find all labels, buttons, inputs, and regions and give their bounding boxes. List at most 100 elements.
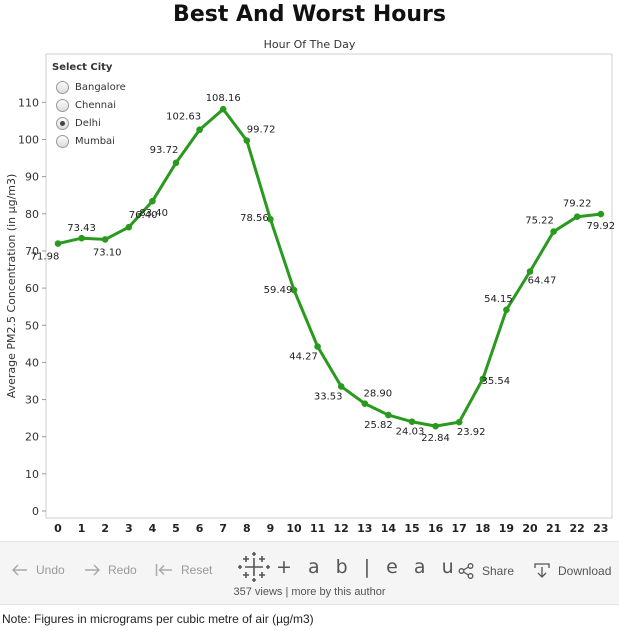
- y-tick-label: 50: [25, 319, 39, 332]
- data-point: [243, 137, 251, 144]
- data-label: 54.15: [484, 294, 513, 305]
- data-point: [54, 240, 62, 247]
- city-option-mumbai[interactable]: Mumbai: [52, 132, 126, 150]
- x-tick-label: 11: [310, 522, 325, 535]
- x-tick-label: 21: [546, 522, 561, 535]
- reset-label: Reset: [181, 563, 213, 577]
- radio-icon[interactable]: [56, 134, 69, 148]
- data-label: 76.40: [129, 210, 158, 221]
- y-tick-label: 10: [25, 468, 39, 481]
- tableau-toolbar: Undo Redo Reset + a b | e a u 357 views …: [0, 541, 619, 605]
- x-axis-title: Hour Of The Day: [263, 38, 356, 51]
- city-filter: Select City Bangalore Chennai Delhi Mumb…: [52, 62, 126, 150]
- x-tick-label: 13: [357, 522, 372, 535]
- data-point: [78, 234, 85, 242]
- data-label: 25.82: [364, 420, 393, 431]
- share-label: Share: [482, 564, 515, 578]
- data-point: [196, 126, 203, 134]
- x-tick-label: 10: [286, 522, 302, 535]
- y-tick-label: 70: [25, 245, 39, 258]
- data-label: 59.49: [264, 285, 293, 296]
- data-label: 24.03: [396, 427, 425, 438]
- x-tick-label: 14: [381, 522, 397, 535]
- share-button[interactable]: Share: [458, 563, 514, 579]
- tableau-wordmark: + a b | e a u: [276, 556, 459, 578]
- footnote: Note: Figures in micrograms per cubic me…: [2, 612, 314, 626]
- y-tick-label: 40: [25, 356, 39, 369]
- data-label: 22.84: [421, 433, 450, 444]
- y-tick-label: 90: [25, 171, 39, 184]
- data-label: 79.92: [586, 221, 615, 232]
- data-label: 71.98: [31, 252, 60, 263]
- x-tick-label: 7: [219, 522, 227, 535]
- reset-icon: [155, 564, 172, 576]
- data-label: 33.53: [314, 391, 343, 402]
- series-line-delhi: [57, 107, 601, 428]
- data-point: [172, 159, 180, 167]
- redo-arrow-icon: [85, 564, 100, 576]
- data-point: [408, 418, 416, 426]
- x-tick-label: 19: [499, 522, 514, 535]
- data-label: 73.10: [93, 247, 122, 258]
- radio-icon[interactable]: [56, 80, 69, 94]
- city-option-bangalore[interactable]: Bangalore: [52, 78, 126, 96]
- y-tick-label: 60: [25, 282, 39, 295]
- data-point: [314, 343, 321, 350]
- city-option-chennai[interactable]: Chennai: [52, 96, 126, 114]
- data-point: [101, 236, 109, 243]
- radio-icon[interactable]: [56, 98, 69, 112]
- undo-arrow-icon: [12, 564, 27, 576]
- download-label: Download: [558, 564, 612, 578]
- city-option-label: Chennai: [75, 99, 117, 111]
- y-axis-title: Average PM2.5 Concentration (in µg/m3): [5, 174, 18, 399]
- undo-button[interactable]: Undo: [12, 563, 65, 577]
- x-tick-label: 9: [267, 522, 275, 535]
- redo-button[interactable]: Redo: [84, 563, 137, 577]
- x-tick-label: 18: [475, 522, 490, 535]
- undo-label: Undo: [36, 563, 65, 577]
- data-point: [267, 215, 274, 223]
- x-tick-label: 20: [522, 522, 538, 535]
- chart-title: Best And Worst Hours: [173, 2, 446, 27]
- y-tick-label: 30: [25, 394, 39, 407]
- data-label: 44.27: [289, 352, 318, 363]
- data-label: 73.43: [67, 223, 96, 234]
- data-point: [149, 197, 156, 205]
- data-point: [385, 411, 392, 419]
- city-option-delhi[interactable]: Delhi: [52, 114, 126, 132]
- data-label: 78.56: [240, 213, 269, 224]
- city-filter-title: Select City: [52, 62, 113, 73]
- x-tick-label: 12: [334, 522, 349, 535]
- data-label: 99.72: [247, 125, 276, 136]
- tableau-logo[interactable]: + a b | e a u: [238, 552, 459, 582]
- data-point: [479, 375, 487, 383]
- data-label: 75.22: [525, 216, 554, 227]
- data-point: [219, 105, 227, 113]
- data-label: 83.40: [139, 208, 168, 219]
- x-tick-label: 22: [570, 522, 585, 535]
- download-icon: [534, 563, 550, 578]
- views-count[interactable]: 357 views | more by this author: [233, 586, 386, 598]
- city-option-label: Delhi: [75, 117, 101, 129]
- y-tick-label: 20: [25, 431, 39, 444]
- download-button[interactable]: Download: [534, 563, 611, 579]
- x-tick-label: 8: [243, 522, 251, 535]
- data-label: 108.16: [206, 93, 241, 104]
- data-point: [573, 213, 581, 220]
- data-point: [597, 210, 605, 218]
- data-point: [125, 223, 133, 231]
- y-tick-label: 0: [32, 505, 39, 518]
- city-option-label: Mumbai: [75, 135, 115, 147]
- data-point: [503, 306, 510, 314]
- y-tick-label: 80: [25, 208, 39, 221]
- radio-selected-icon[interactable]: [56, 116, 69, 130]
- x-tick-label: 6: [196, 522, 204, 535]
- reset-button[interactable]: Reset: [155, 563, 212, 577]
- x-tick-label: 23: [593, 522, 608, 535]
- data-point: [455, 418, 463, 426]
- x-tick-label: 1: [78, 522, 86, 535]
- x-tick-label: 3: [125, 522, 133, 535]
- data-point: [526, 268, 534, 275]
- redo-label: Redo: [108, 563, 137, 577]
- data-label: 28.90: [363, 389, 392, 400]
